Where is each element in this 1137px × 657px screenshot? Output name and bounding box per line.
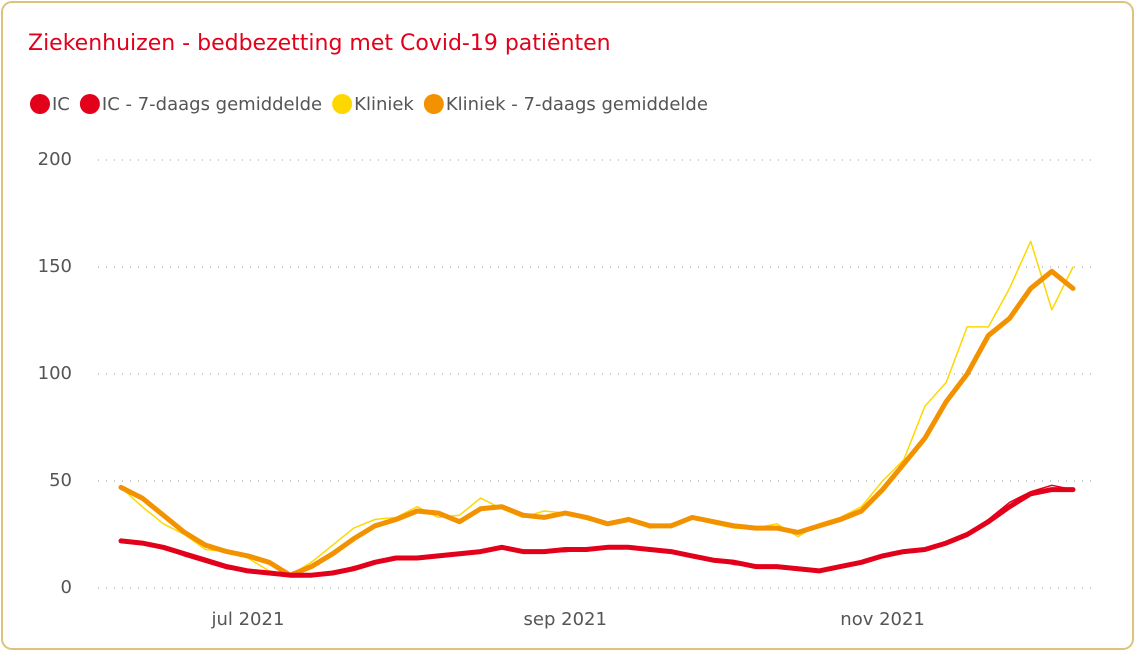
legend-label: IC: [52, 94, 70, 115]
legend-marker: [332, 94, 353, 114]
series-line: [118, 487, 1076, 578]
y-tick-label: 100: [38, 363, 72, 384]
y-tick-label: 150: [38, 256, 72, 277]
series-line: [118, 268, 1076, 578]
legend-marker: [79, 94, 100, 114]
y-tick-label: 200: [38, 149, 72, 170]
chart-title: Ziekenhuizen - bedbezetting met Covid-19…: [28, 31, 611, 56]
x-tick-label: jul 2021: [210, 609, 284, 630]
legend-marker: [30, 94, 50, 114]
y-tick-label: 50: [49, 470, 72, 491]
legend-label: Kliniek - 7-daags gemiddelde: [446, 94, 708, 115]
x-tick-label: nov 2021: [840, 609, 925, 630]
x-tick-label: sep 2021: [524, 609, 607, 630]
legend-marker: [423, 94, 444, 114]
legend-label: IC - 7-daags gemiddelde: [102, 94, 322, 115]
legend-label: Kliniek: [354, 94, 414, 115]
legend: IC IC - 7-daags gemiddelde Kliniek Kliniek …: [30, 94, 708, 115]
y-tick-label: 0: [61, 577, 72, 598]
